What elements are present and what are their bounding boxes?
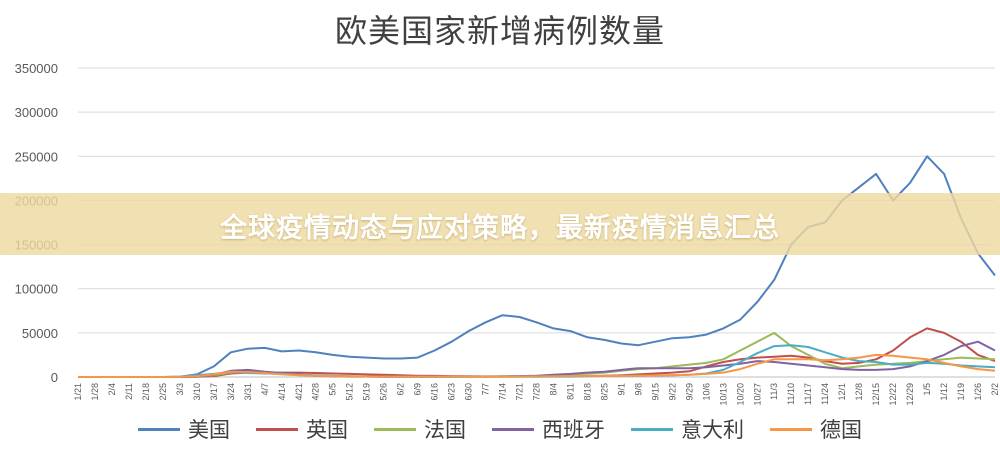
legend-label: 美国 [188, 418, 230, 442]
x-tick-label: 9/29 [684, 383, 694, 401]
legend-label: 法国 [424, 418, 466, 442]
x-tick-label: 1/19 [956, 383, 966, 401]
y-tick-label: 350000 [15, 61, 58, 76]
x-tick-label: 5/26 [379, 383, 389, 401]
x-tick-label: 11/10 [786, 383, 796, 405]
legend-label: 英国 [306, 418, 348, 442]
series-lines [78, 155, 996, 378]
x-tick-label: 6/9 [413, 383, 423, 396]
x-tick-label: 1/5 [922, 383, 932, 396]
x-tick-label: 4/14 [277, 383, 287, 401]
x-tick-label: 7/14 [498, 383, 508, 401]
legend-swatch [631, 427, 673, 431]
legend-swatch [138, 427, 180, 431]
x-tick-label: 9/15 [650, 383, 660, 401]
x-tick-label: 4/21 [294, 383, 304, 401]
legend-item: 意大利 [631, 414, 744, 444]
y-tick-label: 300000 [15, 105, 58, 120]
legend-swatch [770, 427, 812, 431]
x-tick-label: 3/31 [243, 383, 253, 401]
x-tick-label: 1/21 [73, 383, 83, 401]
legend-swatch [374, 427, 416, 431]
legend-swatch [256, 427, 298, 431]
x-tick-label: 1/12 [939, 383, 949, 401]
x-tick-label: 3/24 [226, 383, 236, 401]
x-tick-label: 12/8 [854, 383, 864, 401]
x-tick-label: 2/18 [141, 383, 151, 401]
x-tick-label: 11/24 [820, 383, 830, 405]
x-tick-label: 6/16 [430, 383, 440, 401]
x-tick-label: 11/17 [803, 383, 813, 405]
x-axis: 1/21 1/28 2/4 2/11 2/18 2/25 3/3 3/10 3/17 3/24 3/… [73, 383, 1000, 406]
x-tick-label: 7/28 [532, 383, 542, 401]
x-tick-label: 5/12 [345, 383, 355, 401]
chart-title: 欧美国家新增病例数量 [334, 12, 665, 50]
legend-item: 美国 [138, 414, 230, 444]
x-tick-label: 5/5 [328, 383, 338, 396]
x-tick-label: 7/21 [515, 383, 525, 401]
legend-item: 西班牙 [492, 414, 605, 444]
x-tick-label: 12/22 [888, 383, 898, 406]
x-tick-label: 2/25 [158, 383, 168, 401]
x-tick-label: 5/19 [362, 383, 372, 401]
x-tick-label: 9/22 [667, 383, 677, 401]
x-tick-label: 10/6 [701, 383, 711, 401]
legend-label: 德国 [820, 418, 862, 442]
headline-banner [0, 193, 1000, 255]
x-tick-label: 11/3 [769, 383, 779, 400]
x-tick-label: 8/25 [599, 383, 609, 401]
x-tick-label: 6/2 [396, 383, 406, 396]
legend-item: 英国 [256, 414, 348, 444]
series-line-西班牙 [78, 340, 996, 378]
legend-label: 西班牙 [542, 418, 605, 442]
x-tick-label: 3/3 [175, 383, 185, 396]
legend-label: 意大利 [681, 418, 744, 442]
x-tick-label: 9/8 [633, 383, 643, 396]
x-tick-label: 1/26 [973, 383, 983, 401]
x-tick-label: 6/30 [464, 383, 474, 401]
x-tick-label: 4/7 [260, 383, 270, 396]
x-tick-label: 2/2 [990, 383, 1000, 396]
x-tick-label: 2/11 [124, 383, 134, 400]
series-line-意大利 [78, 344, 996, 378]
x-tick-label: 8/11 [565, 383, 575, 400]
x-tick-label: 10/20 [735, 383, 745, 406]
y-tick-label: 250000 [15, 149, 58, 164]
x-tick-label: 3/10 [192, 383, 202, 401]
x-tick-label: 10/13 [718, 383, 728, 406]
y-tick-label: 50000 [22, 326, 58, 341]
x-tick-label: 3/17 [209, 383, 219, 401]
legend-item: 德国 [770, 414, 862, 444]
x-tick-label: 6/23 [447, 383, 457, 401]
series-line-德国 [78, 353, 996, 378]
x-tick-label: 4/28 [311, 383, 321, 401]
headline-text: 全球疫情动态与应对策略，最新疫情消息汇总 [220, 213, 780, 244]
chart-legend: 美国 英国 法国 西班牙 意大利 德国 [0, 414, 1000, 444]
x-tick-label: 2/4 [107, 383, 117, 396]
x-tick-label: 7/7 [481, 383, 491, 396]
x-tick-label: 8/4 [548, 383, 558, 396]
x-tick-label: 12/29 [905, 383, 915, 406]
y-tick-label: 0 [51, 370, 58, 385]
x-tick-label: 10/27 [752, 383, 762, 406]
legend-swatch [492, 427, 534, 431]
y-tick-label: 100000 [15, 282, 58, 297]
legend-item: 法国 [374, 414, 466, 444]
x-tick-label: 12/1 [837, 383, 847, 401]
x-tick-label: 8/18 [582, 383, 592, 401]
x-tick-label: 1/28 [90, 383, 100, 401]
x-tick-label: 12/15 [871, 383, 881, 406]
x-tick-label: 9/1 [616, 383, 626, 396]
series-line-美国 [78, 155, 996, 378]
